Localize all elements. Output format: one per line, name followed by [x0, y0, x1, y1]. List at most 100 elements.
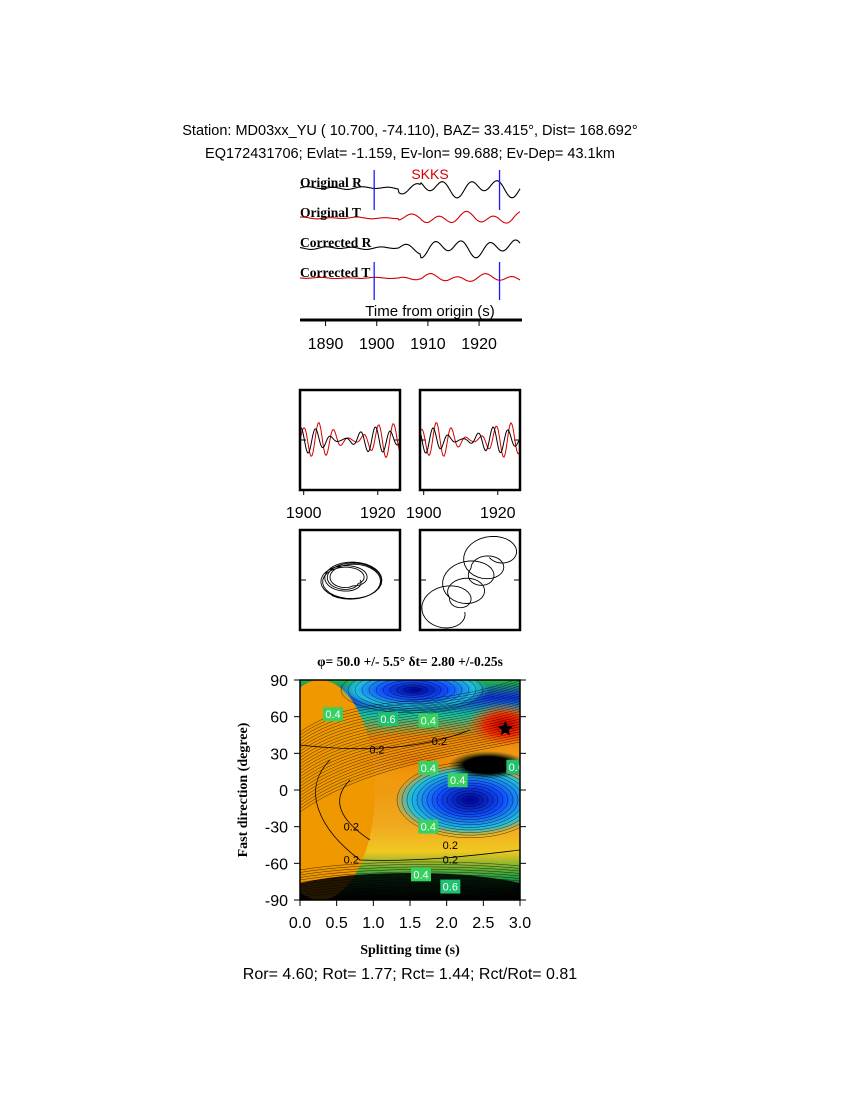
- contour-label-text: 0.4: [421, 822, 436, 834]
- contour-ring: [451, 790, 489, 810]
- contour-label-box: [506, 759, 520, 774]
- contour-line: [300, 711, 520, 774]
- contour-line: [300, 876, 520, 886]
- trace-labels: Original R Original T Corrected R Corrected…: [300, 175, 372, 280]
- contour-label-box: [447, 773, 468, 788]
- contour-line: [300, 713, 520, 778]
- panel-tick-label: 1900: [286, 505, 322, 522]
- contour-line: [300, 680, 515, 733]
- contour-line: [300, 690, 520, 749]
- contour-ring: [347, 680, 477, 711]
- contour-ring: [426, 777, 514, 823]
- contour-line: [300, 685, 520, 742]
- contour-ring: [406, 767, 520, 833]
- contour-label-text: 0.4: [413, 869, 428, 881]
- contour-line: [300, 716, 520, 781]
- contour-label: 0: [513, 882, 519, 894]
- contour-label: 0.6: [506, 759, 520, 774]
- contour-label-box: [440, 879, 461, 894]
- contour-line: [300, 739, 520, 810]
- grid-contours: [300, 680, 520, 898]
- contour-line: [300, 889, 520, 898]
- contour-line: [300, 871, 520, 881]
- grid-xlabel: Splitting time (s): [360, 943, 460, 958]
- contour-ring: [441, 785, 499, 815]
- footer-ratios: Ror= 4.60; Rot= 1.77; Rct= 1.44; Rct/Rot…: [243, 966, 578, 983]
- waveform-trace: [299, 239, 521, 259]
- contour-label: 0.4: [418, 761, 439, 775]
- contour-line: [300, 698, 520, 758]
- contour-ring: [456, 793, 484, 807]
- grid-y-tick-label: -90: [265, 893, 288, 910]
- waveform-traces: [299, 180, 521, 282]
- contour-ring: [416, 772, 520, 828]
- contour-line: [300, 879, 520, 888]
- contour-label-text: 0.2: [344, 822, 359, 834]
- contour-line: [300, 728, 520, 797]
- panel-tick-label: 1900: [406, 505, 442, 522]
- grid-x-tick-label: 3.0: [509, 915, 531, 932]
- contour-label-text: 0.4: [421, 763, 436, 775]
- contour-label-box: [418, 819, 439, 834]
- trace-label: Corrected T: [300, 265, 370, 280]
- comparison-trace: [299, 426, 401, 454]
- contour-line: [300, 682, 520, 739]
- grid-y-tick-label: -30: [265, 820, 288, 837]
- contour-label-text: 0: [513, 882, 519, 894]
- comparison-trace: [419, 426, 521, 454]
- particle-motion-panel: [298, 528, 402, 632]
- contour-label: 0.2: [443, 855, 458, 867]
- contour-line: [300, 726, 520, 794]
- comparison-panel: 1900 1920: [406, 388, 522, 522]
- contour-label-text: 0.2: [443, 840, 458, 852]
- best-fit-star: [497, 720, 513, 736]
- contour-line: [300, 884, 520, 893]
- contour-line: [300, 693, 520, 752]
- particle-motion-panels: [298, 528, 522, 632]
- grid-field: 0.6 0.4 0.4 0.2 0.2 0.4 0.6 0.4 0.4 0.2 0.2 0.2 0.2 0…: [300, 680, 520, 900]
- trace-label: Corrected R: [300, 235, 372, 250]
- contour-label-text: 0.4: [325, 709, 340, 721]
- waveform-xlabel: Time from origin (s): [365, 303, 494, 320]
- contour-label-box: [378, 712, 398, 727]
- contour-ring: [368, 680, 456, 705]
- contour-ring: [421, 774, 519, 826]
- contour-label-text: 0.4: [450, 775, 465, 787]
- grid-y-tick-label: 90: [270, 673, 288, 690]
- contour-line-0-2: [339, 779, 371, 841]
- phase-label: SKKS: [411, 166, 448, 182]
- grid-ticks: 0.0 0.5 1.0 1.5 2.0 2.5 3.0 -90 -60 -30 0 30 60 90: [265, 673, 531, 932]
- contour-ring: [411, 769, 520, 831]
- comparison-panel: 1900 1920: [286, 388, 402, 522]
- waveform-tick-label: 1890: [308, 336, 344, 353]
- contour-line: [300, 864, 520, 873]
- panel-frame: [418, 388, 522, 492]
- window-markers: [373, 170, 501, 300]
- grid-x-tick-label: 1.5: [399, 915, 421, 932]
- panel-frame: [298, 528, 402, 632]
- contour-line-0-2: [300, 729, 471, 750]
- contour-label-text: 0.6: [380, 714, 395, 726]
- contour-ring: [340, 680, 484, 714]
- contour-line: [300, 680, 520, 736]
- waveform-tick-label: 1900: [359, 336, 395, 353]
- contour-label-text: 0.2: [432, 736, 447, 748]
- contour-label-text: 0.6: [443, 882, 458, 894]
- contour-line: [300, 881, 520, 891]
- contour-line: [300, 708, 520, 771]
- grid-title: φ= 50.0 +/- 5.5° δt= 2.80 +/-0.25s: [317, 654, 503, 669]
- contour-ring: [446, 787, 494, 813]
- grid-y-tick-label: 60: [270, 710, 288, 727]
- contour-label-text: 0.4: [421, 715, 436, 727]
- waveform-trace: [299, 180, 521, 199]
- contour-line: [300, 869, 520, 878]
- waveform-trace: [299, 273, 521, 282]
- best-fit-star-marker: [497, 720, 513, 736]
- contour-line: [300, 736, 520, 806]
- contour-ring: [389, 682, 435, 698]
- grid-contour-labels: 0.6 0.4 0.4 0.2 0.2 0.4 0.6 0.4 0.4 0.2 0.2 0.2 0.2 0…: [323, 707, 520, 894]
- contour-label-box: [418, 761, 439, 775]
- contour-label: 0.2: [344, 855, 359, 867]
- contour-label: 0.4: [411, 867, 431, 882]
